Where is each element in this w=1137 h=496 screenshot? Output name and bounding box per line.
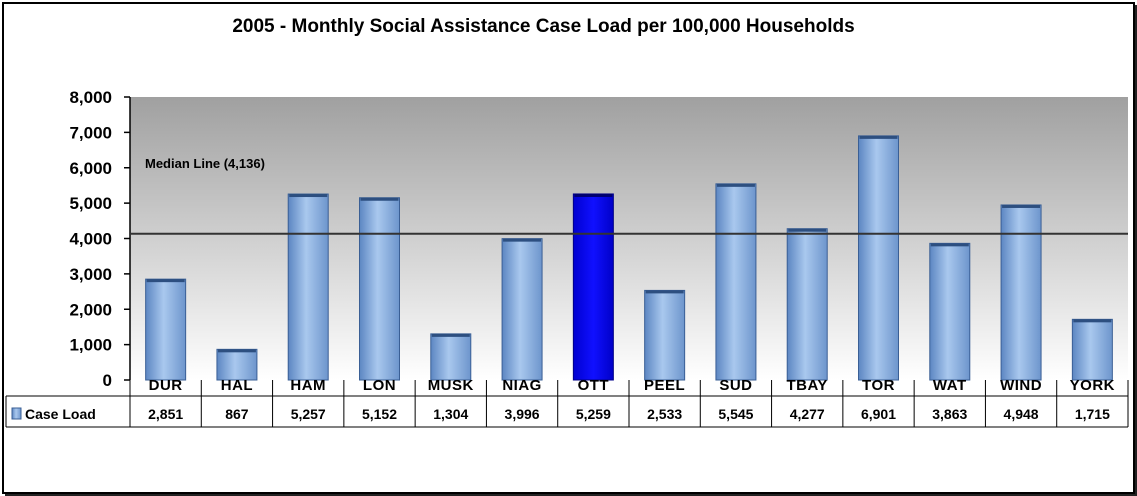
data-label: 5,545 xyxy=(718,406,753,422)
x-tick-label: WIND xyxy=(1000,377,1042,394)
chart-title: 2005 - Monthly Social Assistance Case Lo… xyxy=(232,16,855,37)
x-tick-label: YORK xyxy=(1070,377,1115,394)
data-label: 1,715 xyxy=(1075,406,1110,422)
bar-musk xyxy=(430,333,472,381)
x-tick-label: TBAY xyxy=(786,377,827,394)
bar-series xyxy=(145,135,1113,381)
bar-wind xyxy=(1000,204,1042,381)
x-tick-label: OTT xyxy=(578,377,610,394)
data-label: 6,901 xyxy=(861,406,896,422)
bar-top-hal xyxy=(217,349,256,353)
y-tick-label: 8,000 xyxy=(69,88,112,107)
x-tick-label: HAM xyxy=(290,377,326,394)
bar-top-york xyxy=(1073,319,1112,323)
y-tick-label: 1,000 xyxy=(69,336,112,355)
bar-sud xyxy=(715,183,757,381)
data-label: 4,948 xyxy=(1004,406,1039,422)
y-axis: 0 1,000 2,000 3,000 4,000 5,000 6,000 7,000 8,00… xyxy=(69,88,131,390)
x-tick-label: MUSK xyxy=(428,377,474,394)
x-tick-label: HAL xyxy=(221,377,253,394)
bar-dur xyxy=(145,278,187,381)
bar-tor xyxy=(858,135,899,381)
x-tick-label: PEEL xyxy=(644,377,685,394)
data-label: 5,257 xyxy=(291,406,326,422)
bar-niag xyxy=(501,238,543,381)
bar-tbay xyxy=(786,228,828,381)
bar-peel xyxy=(644,289,686,381)
data-label: 5,259 xyxy=(576,406,611,422)
data-label: 3,996 xyxy=(505,406,540,422)
y-tick-label: 4,000 xyxy=(69,230,112,249)
data-label: 3,863 xyxy=(932,406,967,422)
y-tick-label: 6,000 xyxy=(69,159,112,178)
bar-wat xyxy=(929,242,971,381)
bar-lon xyxy=(359,197,400,381)
bar-top-ott xyxy=(574,193,613,197)
x-tick-label: LON xyxy=(363,377,396,394)
x-tick-label: WAT xyxy=(933,377,967,394)
y-tick-label: 5,000 xyxy=(69,194,112,213)
data-label: 2,533 xyxy=(647,406,682,422)
legend-swatch xyxy=(11,407,22,420)
bar-top-peel xyxy=(645,290,684,294)
x-tick-label: TOR xyxy=(862,377,895,394)
data-label: 4,277 xyxy=(790,406,825,422)
bar-ott xyxy=(572,193,614,381)
bar-top-wind xyxy=(1002,204,1041,208)
plot-area xyxy=(130,97,1128,380)
y-tick-label: 3,000 xyxy=(69,265,112,284)
bar-top-dur xyxy=(146,279,185,283)
x-tick-label: DUR xyxy=(149,377,183,394)
x-tick-label: SUD xyxy=(719,377,752,394)
data-label: 5,152 xyxy=(362,406,397,422)
data-label: 2,851 xyxy=(148,406,183,422)
median-label: Median Line (4,136) xyxy=(145,156,265,171)
data-table: DUR 2,851 HAL 867 HAM 5,257 LON 5,152 MUSK 1,304 N… xyxy=(5,377,1129,428)
data-label: 1,304 xyxy=(433,406,468,422)
y-tick-label: 2,000 xyxy=(69,300,112,319)
bar-top-wat xyxy=(930,243,969,247)
bar-top-ham xyxy=(289,194,328,198)
bar-hal xyxy=(216,348,258,381)
bar-top-tbay xyxy=(788,228,827,232)
y-tick-label: 7,000 xyxy=(69,123,112,142)
bar-top-sud xyxy=(716,183,755,187)
bar-top-niag xyxy=(503,238,542,242)
x-tick-label: NIAG xyxy=(502,377,542,394)
y-tick-label: 0 xyxy=(103,371,112,390)
data-label: 867 xyxy=(225,406,249,422)
legend-label: Case Load xyxy=(25,406,96,422)
bar-top-musk xyxy=(431,333,470,337)
bar-top-tor xyxy=(859,135,898,139)
bar-york xyxy=(1071,318,1113,381)
bar-top-lon xyxy=(360,197,399,201)
bar-ham xyxy=(287,193,329,381)
